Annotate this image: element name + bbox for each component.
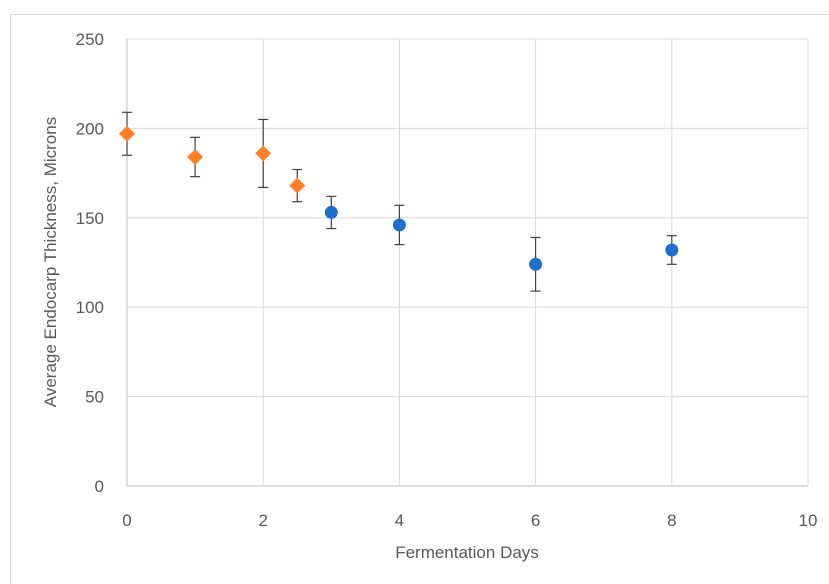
y-tick-label: 100 <box>76 298 104 317</box>
y-tick-label: 0 <box>95 477 104 496</box>
error-bars <box>122 111 677 292</box>
y-tick-label: 250 <box>76 30 104 49</box>
diamond-point <box>255 145 272 162</box>
x-axis-title: Fermentation Days <box>395 543 539 562</box>
x-tick-label: 8 <box>667 511 676 530</box>
circle-point <box>529 257 543 271</box>
x-tick-label: 2 <box>258 511 267 530</box>
x-tick-labels: 0 2 4 6 8 10 <box>122 511 817 530</box>
data-points <box>119 125 679 271</box>
diamond-point <box>187 149 204 166</box>
circle-point <box>665 243 679 257</box>
diamond-point <box>289 177 306 194</box>
y-tick-label: 150 <box>76 209 104 228</box>
chart-frame <box>10 14 828 583</box>
diamond-point <box>119 125 135 142</box>
x-tick-label: 10 <box>799 511 818 530</box>
y-tick-label: 200 <box>76 119 104 138</box>
circle-point <box>392 218 406 232</box>
y-axis-title: Average Endocarp Thickness, Microns <box>41 117 60 407</box>
x-tick-label: 6 <box>531 511 540 530</box>
circle-point <box>324 205 338 219</box>
y-tick-label: 50 <box>85 388 104 407</box>
x-tick-label: 0 <box>122 511 131 530</box>
grid-lines <box>126 38 809 487</box>
x-tick-label: 4 <box>395 511 404 530</box>
y-tick-labels: 0 50 100 150 200 250 <box>76 30 104 496</box>
